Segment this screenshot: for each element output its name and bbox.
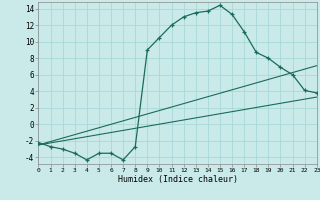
X-axis label: Humidex (Indice chaleur): Humidex (Indice chaleur)	[118, 175, 238, 184]
